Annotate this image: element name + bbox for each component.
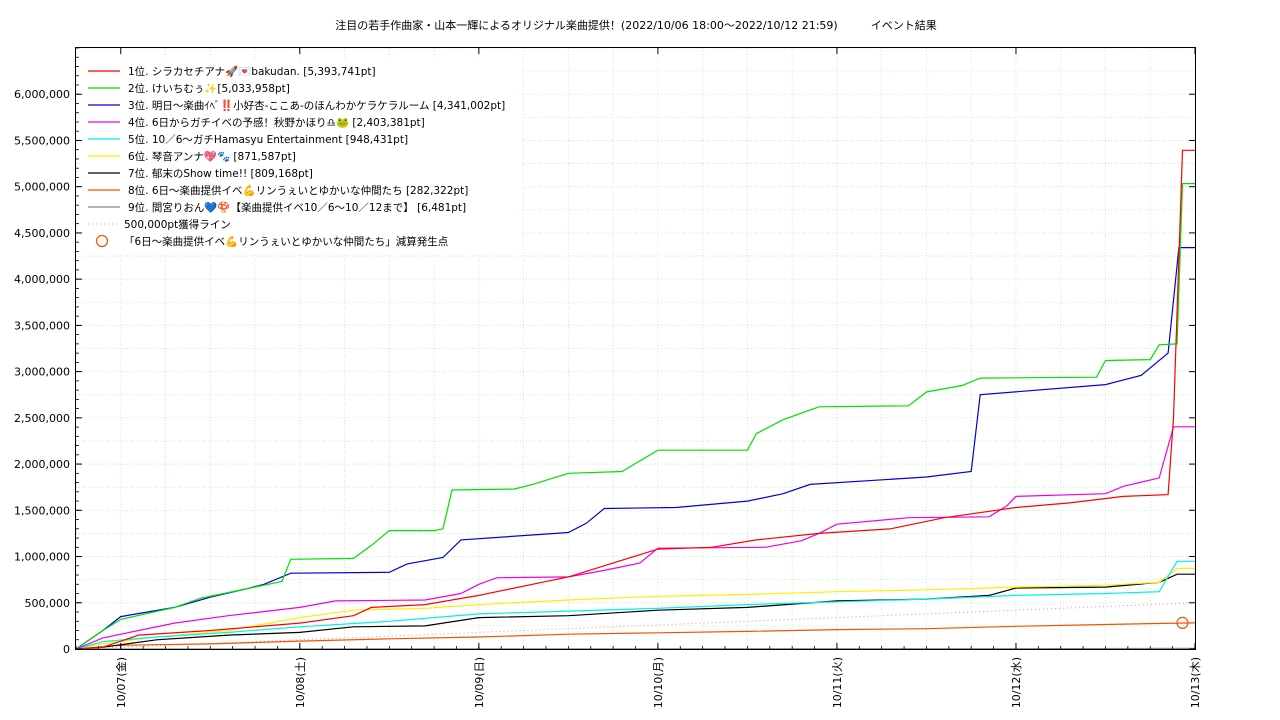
legend: 1位. シラカセチアナ🚀💌bakudan. [5,393,741pt] 2位. け… bbox=[82, 60, 522, 253]
y-tick-label: 5,500,000 bbox=[14, 134, 70, 147]
axis-layer: 0 500,000 1,000,000 1,500,000 2,000,000 2,500… bbox=[14, 47, 1202, 708]
series-line bbox=[75, 426, 1195, 650]
plot-frame bbox=[75, 47, 1196, 650]
y-tick-label: 2,500,000 bbox=[14, 412, 70, 425]
x-tick-label: 10/07(金) bbox=[114, 657, 128, 708]
y-tick-label: 0 bbox=[63, 643, 70, 656]
y-tick-label: 500,000 bbox=[25, 597, 71, 610]
y-tick-label: 5,000,000 bbox=[14, 181, 70, 194]
legend-label: 9位. 間宮りおん💙🍄【楽曲提供イベ10／6〜10／12まで】 [6,481pt… bbox=[128, 201, 466, 214]
legend-label: 3位. 明日〜楽曲ｲﾍﾞ‼️小好杏-ここあ-のほんわかケラケラルーム [4,34… bbox=[128, 99, 505, 112]
x-tick-label: 10/13(木) bbox=[1189, 657, 1202, 708]
x-tick-label: 10/11(火) bbox=[831, 657, 844, 708]
legend-label: 8位. 6日〜楽曲提供イベ💪リンうぇいとゆかいな仲間たち [282,322pt] bbox=[128, 184, 468, 197]
y-tick-label: 4,000,000 bbox=[14, 273, 70, 286]
legend-label: 2位. けいちむぅ✨[5,033,958pt] bbox=[128, 82, 290, 95]
legend-label: 500,000pt獲得ライン bbox=[124, 218, 231, 231]
series-line bbox=[75, 567, 1195, 650]
series-line bbox=[75, 247, 1195, 650]
series-line bbox=[75, 149, 1195, 650]
legend-label: 「6日〜楽曲提供イベ💪リンうぇいとゆかいな仲間たち」減算発生点 bbox=[124, 235, 448, 248]
series-line bbox=[75, 183, 1195, 650]
legend-label: 6位. 琴音アンナ💖🐾 [871,587pt] bbox=[128, 150, 296, 163]
series-layer bbox=[75, 149, 1196, 650]
y-tick-label: 1,500,000 bbox=[14, 504, 70, 517]
y-tick-label: 2,000,000 bbox=[14, 458, 70, 471]
y-tick-label: 3,500,000 bbox=[14, 319, 70, 332]
x-tick-label: 10/09(日) bbox=[473, 657, 486, 708]
legend-background bbox=[82, 60, 522, 253]
y-tick-label: 6,000,000 bbox=[14, 88, 70, 101]
series-line bbox=[75, 573, 1195, 650]
y-tick-label: 4,500,000 bbox=[14, 227, 70, 240]
legend-label: 5位. 10／6〜ガチHamasyu Entertainment [948,43… bbox=[128, 133, 408, 146]
x-tick-label: 10/12(水) bbox=[1010, 657, 1023, 708]
x-tick-label: 10/08(土) bbox=[294, 657, 307, 708]
series-line bbox=[75, 560, 1195, 650]
legend-swatch bbox=[95, 234, 109, 248]
legend-label: 4位. 6日からガチイベの予感！秋野かほり♎🐸 [2,403,381pt] bbox=[128, 116, 425, 129]
marker-point bbox=[1176, 616, 1189, 629]
legend-label: 1位. シラカセチアナ🚀💌bakudan. [5,393,741pt] bbox=[128, 65, 376, 78]
legend-label: 7位. 郁末のShow time!! [809,168pt] bbox=[128, 167, 313, 180]
y-tick-label: 1,000,000 bbox=[14, 551, 70, 564]
chart-title: 注目の若手作曲家・山本一輝によるオリジナル楽曲提供！(2022/10/06 18… bbox=[335, 18, 936, 32]
x-tick-label: 10/10(月) bbox=[652, 657, 665, 708]
y-tick-label: 3,000,000 bbox=[14, 366, 70, 379]
series-line bbox=[75, 622, 1196, 650]
